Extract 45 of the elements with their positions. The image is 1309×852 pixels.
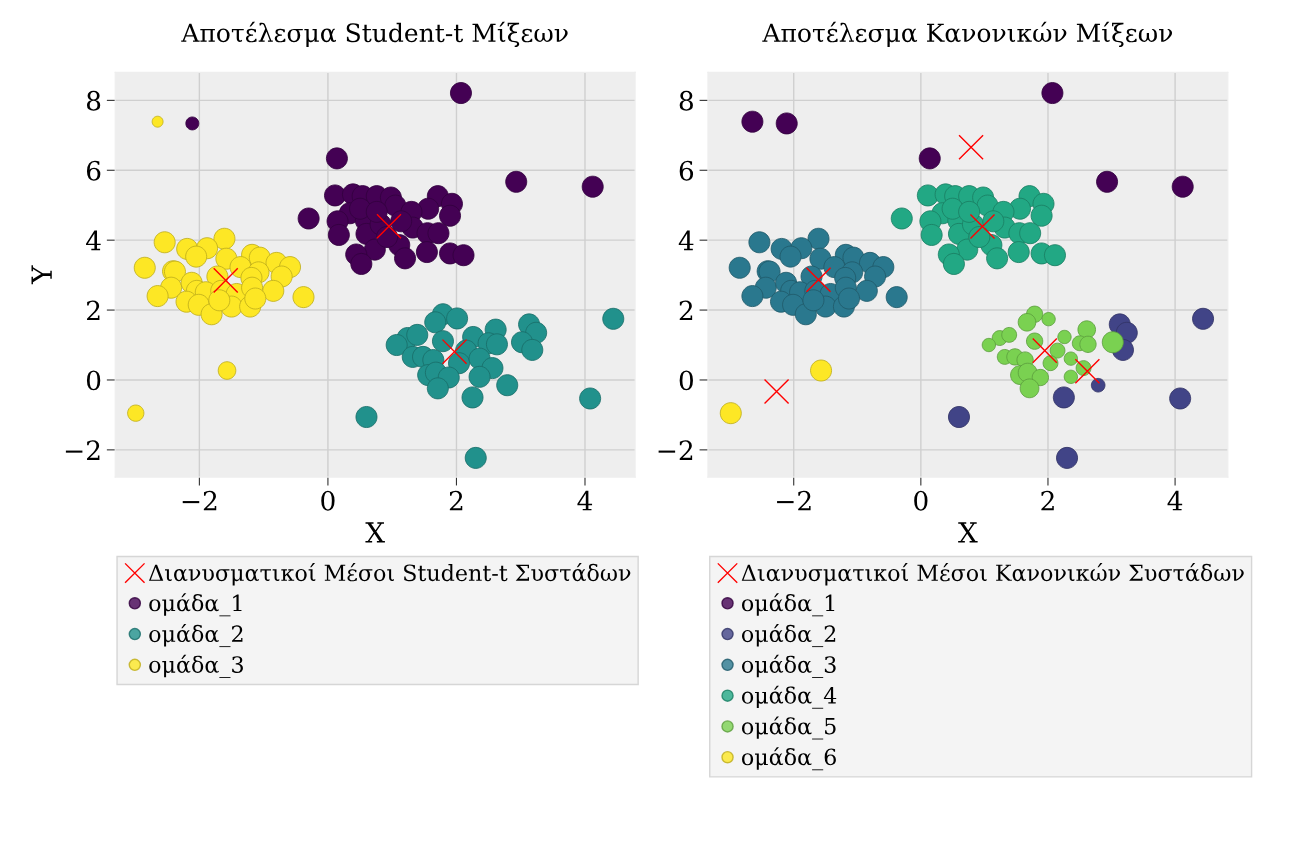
y-tick-label: 2 [87, 300, 100, 321]
chart-title: Αποτέλεσμα Student-t Μίξεων [181, 21, 568, 48]
legend-label: ομάδα_1 [741, 593, 835, 617]
y-tick-label: 4 [678, 230, 694, 251]
legend-label: ομάδα_1 [149, 593, 242, 617]
y-tick-label: 8 [86, 90, 101, 111]
y-tick-label: 0 [679, 370, 693, 391]
x-tick-label: 2 [449, 490, 463, 511]
legend-label: Διανυσματικοί Μέσοι Student-t Συστάδων [149, 563, 631, 586]
x-tick-label: 4 [577, 490, 593, 511]
y-tick-label: 2 [679, 300, 693, 321]
y-tick-label: 6 [679, 160, 694, 181]
legend-label: ομάδα_6 [741, 747, 836, 771]
point [376, 213, 402, 239]
y-tick-label: 6 [86, 160, 101, 181]
legend-label: ομάδα_2 [149, 624, 243, 648]
y-tick-label: −2 [65, 440, 100, 460]
legend-label: ομάδα_2 [741, 624, 836, 648]
x-axis-title: X [958, 522, 978, 543]
chart-title: Αποτέλεσμα Κανονικών Μίξεων [762, 21, 1173, 48]
legend-label: Διανυσματικοί Μέσοι Κανονικών Συστάδων [741, 563, 1244, 586]
x-tick-label: −2 [777, 490, 811, 511]
x-axis-title: X [365, 522, 385, 543]
x-tick-label: −2 [182, 490, 217, 511]
x-tick-label: 4 [1167, 490, 1183, 511]
y-tick-label: 4 [86, 230, 101, 251]
legend-label: ομάδα_5 [741, 716, 836, 740]
legend-label: ομάδα_4 [741, 685, 837, 709]
y-tick-label: −2 [658, 440, 693, 460]
legend-label: ομάδα_3 [149, 654, 243, 678]
legend-label: ομάδα_3 [741, 654, 836, 678]
y-axis-title: Y [31, 265, 52, 285]
point [763, 378, 790, 405]
point [1032, 337, 1058, 364]
point [441, 338, 468, 365]
point [958, 134, 984, 160]
point [969, 213, 996, 240]
point [1074, 358, 1101, 384]
x-tick-label: 0 [321, 490, 335, 511]
x-tick-label: 2 [1041, 490, 1054, 511]
point [213, 267, 239, 294]
y-tick-label: 8 [679, 90, 693, 111]
y-tick-label: 0 [86, 370, 101, 391]
point [805, 266, 832, 293]
x-tick-label: 0 [914, 490, 928, 511]
